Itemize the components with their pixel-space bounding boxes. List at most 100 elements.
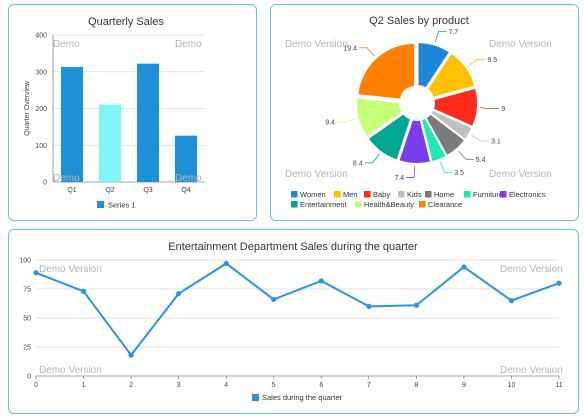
legend-label: Series 1 xyxy=(108,201,136,210)
legend-swatch xyxy=(464,191,471,198)
x-tick-label: 10 xyxy=(508,382,516,389)
slice-electronics xyxy=(398,119,432,164)
leader-line xyxy=(406,166,415,178)
series-line xyxy=(35,262,560,357)
pie-hole xyxy=(403,89,431,117)
x-tick-label: Q3 xyxy=(143,187,152,194)
watermark: Demo xyxy=(53,173,80,184)
legend-label: Electronics xyxy=(509,190,546,199)
y-tick-label: 300 xyxy=(35,69,47,76)
slice-entertainment xyxy=(367,113,412,161)
pie-chart-panel: Q2 Sales by product 7.7 9.5 9 3.1 5.4 3.5 7.4 8.… xyxy=(270,4,579,221)
slice-kids xyxy=(430,109,473,141)
data-point xyxy=(461,264,467,270)
y-tick-label: 100 xyxy=(35,143,47,150)
data-point xyxy=(508,298,515,304)
pie-chart: Q2 Sales by product 7.7 9.5 9 3.1 5.4 3.5 7.4 8.… xyxy=(285,15,552,209)
slice-health-beauty xyxy=(356,97,403,138)
watermark: Demo Version xyxy=(500,365,563,376)
x-tick-label: Q1 xyxy=(67,187,76,194)
legend-label: Women xyxy=(300,190,326,199)
leader-line xyxy=(364,153,380,164)
legend-swatch xyxy=(364,191,371,198)
data-label: 7.7 xyxy=(448,29,458,36)
legend-swatch xyxy=(252,394,259,401)
legend-label: Entertainment xyxy=(300,200,348,209)
y-tick-label: 75 xyxy=(23,287,31,294)
slice-women xyxy=(417,42,451,89)
y-tick-label: 200 xyxy=(35,106,47,113)
legend-label: Men xyxy=(343,190,358,199)
data-point xyxy=(33,270,39,276)
chart-title: Q2 Sales by product xyxy=(369,15,469,27)
watermark: Demo Version xyxy=(285,39,348,50)
data-label: 8.4 xyxy=(353,160,363,167)
bar-chart-panel: Quarterly Sales 0 100 200 300 400 Quarter Over… xyxy=(8,4,257,221)
x-tick-label: 8 xyxy=(414,382,418,389)
slice-baby xyxy=(432,87,478,128)
legend-swatch xyxy=(355,201,362,208)
legend-swatch xyxy=(97,201,104,208)
bar-q2 xyxy=(98,104,122,182)
x-tick-label: 11 xyxy=(555,382,562,389)
data-point xyxy=(413,302,419,308)
legend-label: Kids xyxy=(407,190,422,199)
y-tick-label: 0 xyxy=(27,374,31,381)
y-tick-label: 50 xyxy=(23,316,31,323)
data-label: 5.4 xyxy=(476,157,486,164)
data-label: 19.4 xyxy=(343,45,357,52)
chart-title: Quarterly Sales xyxy=(88,16,164,28)
data-point xyxy=(223,260,229,267)
x-tick-label: 1 xyxy=(82,382,86,389)
legend-swatch xyxy=(291,201,298,208)
slice-home xyxy=(425,113,466,157)
x-tick-label: 4 xyxy=(224,382,228,389)
data-point xyxy=(271,296,277,303)
legend-swatch xyxy=(334,191,341,198)
chart-title: Entertainment Department Sales during th… xyxy=(168,241,418,253)
legend-label: Home xyxy=(434,190,454,199)
leader-line xyxy=(480,107,500,110)
x-tick-label: Q2 xyxy=(105,187,114,194)
slice-clearance xyxy=(357,42,416,100)
watermark: Demo Version xyxy=(285,169,348,180)
slice-furniture xyxy=(421,117,447,163)
data-label: 3.5 xyxy=(454,170,464,177)
data-point xyxy=(318,278,324,284)
bar-q1 xyxy=(60,66,84,182)
leader-line xyxy=(358,47,375,57)
watermark: Demo xyxy=(175,173,202,184)
slice-men xyxy=(426,52,476,98)
x-tick-label: 5 xyxy=(272,382,276,389)
data-label: 7.4 xyxy=(394,175,404,182)
line-chart: Entertainment Department Sales during th… xyxy=(19,241,563,402)
legend-swatch xyxy=(500,191,507,198)
watermark: Demo Version xyxy=(39,264,102,275)
legend-label: Clearance xyxy=(428,200,462,209)
y-tick-label: 100 xyxy=(19,258,31,265)
x-tick-label: 0 xyxy=(34,382,38,389)
x-tick-label: 2 xyxy=(129,382,133,389)
legend-label: Health&Beauty xyxy=(364,200,414,209)
x-tick-label: 9 xyxy=(462,382,466,389)
x-tick-label: Q4 xyxy=(181,187,190,194)
data-label: 3.1 xyxy=(491,138,501,145)
watermark: Demo Version xyxy=(500,264,563,275)
legend-swatch xyxy=(425,191,432,198)
bar-chart: Quarterly Sales 0 100 200 300 400 Quarter Over… xyxy=(24,16,205,210)
x-tick-label: 7 xyxy=(367,382,371,389)
data-label: 9.4 xyxy=(325,120,335,127)
y-tick-label: 400 xyxy=(35,33,47,40)
data-point xyxy=(128,352,134,358)
watermark: Demo Version xyxy=(489,169,552,180)
watermark: Demo xyxy=(175,39,202,50)
x-tick-label: 3 xyxy=(177,382,181,389)
leader-line xyxy=(468,58,486,67)
line-chart-panel: Entertainment Department Sales during th… xyxy=(8,229,579,414)
leader-line xyxy=(336,118,356,123)
data-point xyxy=(176,291,182,297)
data-label: 9.5 xyxy=(487,57,497,64)
legend-swatch xyxy=(419,201,426,208)
leader-line xyxy=(439,161,453,173)
legend-label: Sales during the quarter xyxy=(262,393,343,402)
